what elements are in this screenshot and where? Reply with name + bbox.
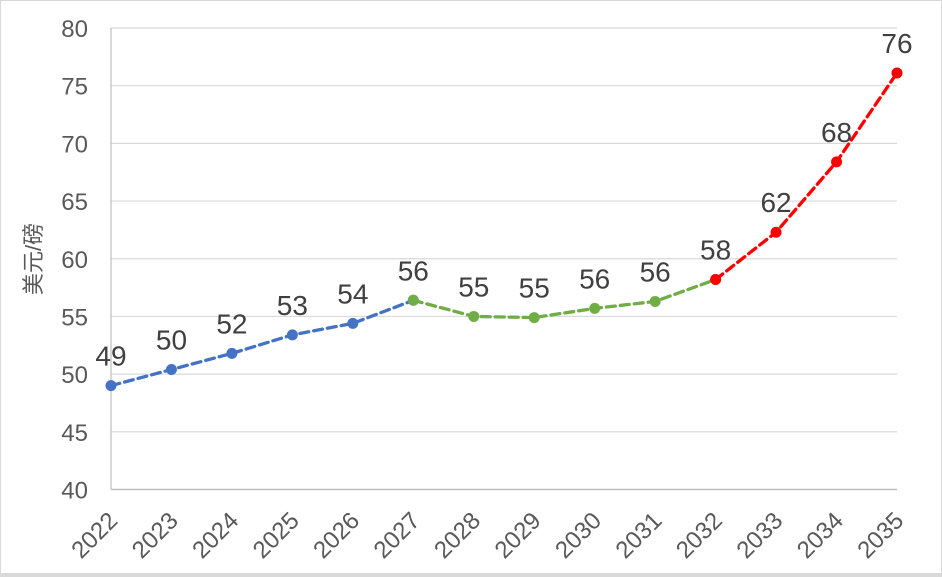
data-point-segment-green [468,310,480,322]
data-point-segment-green [407,294,419,306]
data-label: 62 [760,187,791,218]
data-label: 56 [579,263,610,294]
x-axis-tick-label: 2033 [731,507,788,564]
data-point-segment-green [589,302,601,314]
x-axis-tick-label: 2030 [550,507,607,564]
data-point-segment-blue [105,380,117,392]
x-axis-tick-label: 2026 [308,507,365,564]
data-point-segment-blue [165,364,177,376]
x-axis-tick-label: 2034 [792,507,849,564]
data-point-segment-green [528,312,540,324]
y-axis-tick-label: 60 [61,247,88,274]
data-point-segment-red [770,226,782,238]
data-point-segment-red [831,156,843,168]
x-axis-tick-label: 2028 [429,507,486,564]
data-point-segment-red [710,274,722,286]
data-label: 56 [640,256,671,287]
y-axis-tick-label: 45 [61,420,88,447]
data-label: 55 [519,273,550,304]
data-label: 49 [95,341,126,372]
series-line-segment-red [713,71,899,282]
y-axis-tick-label: 50 [61,362,88,389]
series-line-segment-green [411,277,718,320]
data-label: 55 [458,271,489,302]
y-axis-tick-label: 80 [61,16,88,43]
x-axis-tick-label: 2031 [611,507,668,564]
data-label: 58 [700,235,731,266]
x-axis-tick-label: 2022 [66,507,123,564]
x-axis-tick-label: 2027 [369,507,426,564]
x-axis-tick-label: 2032 [671,507,728,564]
x-axis-tick-label: 2025 [248,507,305,564]
series-line-segment-blue [109,298,415,388]
y-axis-tick-label: 55 [61,304,88,331]
y-axis-tick-label: 65 [61,189,88,216]
data-point-segment-green [649,295,661,307]
data-point-segment-blue [286,329,298,341]
data-label: 50 [156,325,187,356]
y-axis-tick-label: 40 [61,478,88,505]
y-axis-tick-label: 75 [61,74,88,101]
data-label: 53 [277,290,308,321]
data-label: 54 [337,278,368,309]
data-point-segment-blue [226,347,238,359]
x-axis-tick-label: 2024 [187,507,244,564]
data-label: 56 [398,255,429,286]
x-axis-tick-label: 2023 [127,507,184,564]
data-point-segment-red [891,67,903,79]
y-axis-title: 美元/磅 [21,223,46,295]
data-label: 68 [821,117,852,148]
data-label: 52 [216,308,247,339]
x-axis-tick-label: 2035 [852,507,909,564]
x-axis-tick-label: 2029 [490,507,547,564]
y-axis-tick-label: 70 [61,131,88,158]
data-point-segment-blue [347,317,359,329]
data-label: 76 [881,28,912,59]
